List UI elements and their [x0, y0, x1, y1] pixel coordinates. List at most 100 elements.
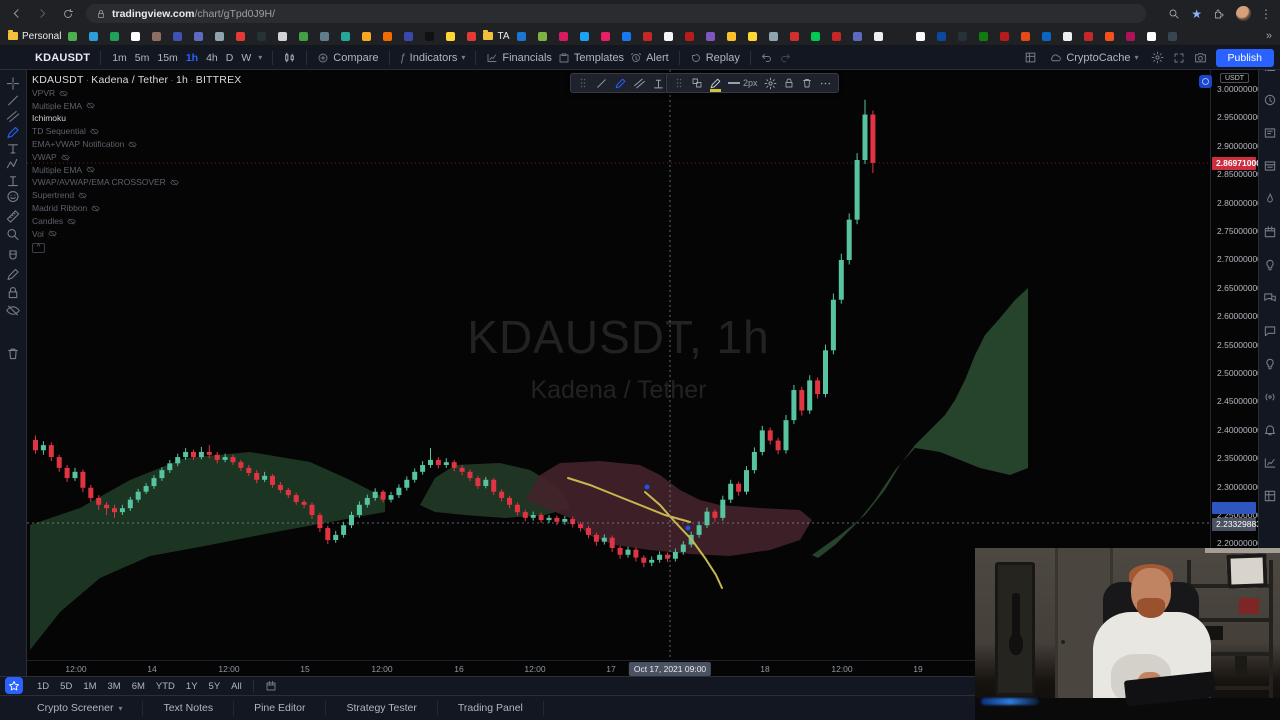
timeframe-15m[interactable]: 15m [157, 51, 178, 64]
bookmark-favicon[interactable] [299, 31, 309, 41]
bookmarks-overflow-chevron[interactable]: » [1265, 30, 1272, 42]
legend-indicator-ichimoku[interactable]: Ichimoku [32, 113, 67, 124]
indicators-button[interactable]: ƒ Indicators ▾ [399, 51, 466, 64]
legend-indicator-ema-vwap-notification[interactable]: EMA+VWAP Notification [32, 138, 241, 151]
cloud-save-button[interactable]: CryptoCache ▾ [1046, 51, 1141, 64]
range-ytd[interactable]: YTD [155, 680, 175, 692]
color-palette-icon[interactable] [691, 77, 703, 89]
bookmark-favicon[interactable] [957, 31, 967, 41]
financials-button[interactable]: Financials [483, 52, 555, 64]
eyeoff-icon[interactable] [6, 303, 21, 318]
news-icon[interactable] [1263, 126, 1277, 140]
bookmark-favicon[interactable] [320, 31, 330, 41]
replay-button[interactable]: Replay [687, 52, 743, 64]
chat-icon[interactable] [1263, 324, 1277, 338]
timeframe-5m[interactable]: 5m [134, 51, 150, 64]
bookmark-favicon[interactable] [467, 31, 477, 41]
bookmark-favicon[interactable] [789, 31, 799, 41]
position-tool-icon[interactable] [652, 77, 665, 90]
legend-indicator-candles[interactable]: Candles [32, 215, 241, 228]
trash-icon[interactable] [6, 346, 21, 361]
bookmark-favicon[interactable] [89, 31, 99, 41]
bookmark-favicon[interactable] [558, 31, 568, 41]
bookmark-favicon[interactable] [1104, 31, 1114, 41]
bookmark-favicon[interactable] [236, 31, 246, 41]
zoom-icon[interactable] [6, 227, 21, 242]
legend-indicator-madrid-ribbon[interactable]: Madrid Ribbon [32, 202, 241, 215]
legend-indicator-multiple-ema[interactable]: Multiple EMA [32, 100, 241, 113]
bookmark-favicon[interactable] [936, 31, 946, 41]
magnet-icon[interactable] [6, 249, 21, 264]
active-color-icon[interactable] [709, 77, 722, 92]
tab-crypto-screener[interactable]: Crypto Screener ▾ [0, 700, 144, 716]
bookmark-favicon[interactable] [131, 31, 141, 41]
bookmark-favicon[interactable] [894, 31, 904, 41]
clock-icon[interactable] [1263, 93, 1277, 107]
bookmark-favicon[interactable] [404, 31, 414, 41]
browser-menu-icon[interactable]: ⋮ [1260, 6, 1272, 21]
publish-button[interactable]: Publish [1215, 48, 1274, 67]
bookmark-favicon[interactable] [621, 31, 631, 41]
bookmark-favicon[interactable] [194, 31, 204, 41]
find-icon[interactable] [1166, 6, 1182, 22]
legend-indicator-vol[interactable]: Vol [32, 228, 241, 241]
bookmark-favicon[interactable] [1125, 31, 1135, 41]
pattern-icon[interactable] [6, 157, 21, 172]
drawing-anchor-dot[interactable] [685, 525, 691, 531]
range-1y[interactable]: 1Y [185, 680, 198, 692]
lock-icon[interactable] [6, 285, 21, 300]
tab-strategy-tester[interactable]: Strategy Tester [326, 700, 438, 716]
brush-icon[interactable] [6, 267, 21, 282]
chart-style-button[interactable] [280, 51, 299, 64]
range-5y[interactable]: 5Y [208, 680, 221, 692]
bookmark-favicon[interactable] [362, 31, 372, 41]
bookmark-favicon[interactable] [831, 31, 841, 41]
timeframe-1m[interactable]: 1m [112, 51, 127, 64]
range-1m[interactable]: 1M [83, 680, 97, 692]
bookmark-favicon[interactable] [915, 31, 925, 41]
bookmark-favicon[interactable] [768, 31, 778, 41]
bulb-icon[interactable] [1263, 258, 1277, 272]
reload-icon[interactable] [60, 6, 76, 22]
more-options-icon[interactable] [819, 77, 832, 90]
bookmark-favicon[interactable] [341, 31, 351, 41]
bookmark-favicon[interactable] [257, 31, 267, 41]
legend-collapse-button[interactable]: ^ [32, 243, 45, 254]
bookmark-favicon[interactable] [537, 31, 547, 41]
templates-button[interactable]: Templates [555, 52, 627, 64]
timeframe-D[interactable]: D [225, 51, 234, 64]
bookmark-ta[interactable]: TA [483, 30, 510, 42]
legend-indicator-supertrend[interactable]: Supertrend [32, 189, 241, 202]
legend-indicator-td-sequential[interactable]: TD Sequential [32, 125, 241, 138]
compare-button[interactable]: Compare [314, 52, 381, 64]
range-5d[interactable]: 5D [60, 680, 73, 692]
trendline-icon[interactable] [595, 77, 608, 90]
layout-button[interactable] [1024, 51, 1037, 64]
legend-indicator-vwap[interactable]: VWAP [32, 151, 241, 164]
candlestick-chart[interactable] [27, 70, 1210, 660]
drawing-anchor-dot[interactable] [644, 484, 650, 490]
scale-lock-icon[interactable] [1199, 75, 1212, 88]
undo-button[interactable] [758, 52, 776, 64]
text-icon[interactable] [6, 141, 21, 156]
legend-indicator-vwap-avwap-ema-crossover[interactable]: VWAP/AVWAP/EMA CROSSOVER [32, 176, 241, 189]
bookmark-favicon[interactable] [663, 31, 673, 41]
bulb-icon[interactable] [1263, 357, 1277, 371]
tab-text-notes[interactable]: Text Notes [143, 700, 235, 716]
range-all[interactable]: All [231, 680, 242, 692]
bookmark-favicon[interactable] [173, 31, 183, 41]
bookmark-favicon[interactable] [1020, 31, 1030, 41]
bookmark-favicon[interactable] [747, 31, 757, 41]
range-6m[interactable]: 6M [131, 680, 145, 692]
chart-icon[interactable] [1263, 456, 1277, 470]
settings-gear-icon[interactable] [764, 77, 777, 90]
tab-trading-panel[interactable]: Trading Panel [438, 700, 544, 716]
time-scale[interactable]: 12:00 14 12:00 15 12:00 16 12:00 17 18 12:00 19 Oc… [27, 660, 1258, 676]
legend-symbol-row[interactable]: KDAUSDT · Kadena / Tether · 1h · BITTREX [32, 74, 242, 86]
legend-indicator-vpvr[interactable]: VPVR [32, 87, 241, 100]
bookmark-favicon[interactable] [642, 31, 652, 41]
bookmark-favicon[interactable] [516, 31, 526, 41]
bookmark-star-icon[interactable]: ★ [1191, 6, 1202, 21]
bookmark-favicon[interactable] [726, 31, 736, 41]
drag-handle-icon[interactable] [577, 77, 589, 89]
